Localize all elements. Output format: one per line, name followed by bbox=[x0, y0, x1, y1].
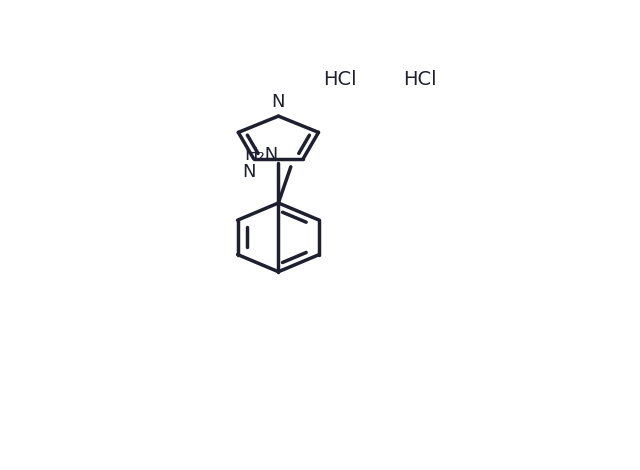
Text: H₂N: H₂N bbox=[244, 146, 278, 164]
Text: HCl: HCl bbox=[403, 70, 436, 89]
Text: N: N bbox=[242, 164, 255, 181]
Text: HCl: HCl bbox=[324, 70, 357, 89]
Text: N: N bbox=[271, 94, 285, 111]
